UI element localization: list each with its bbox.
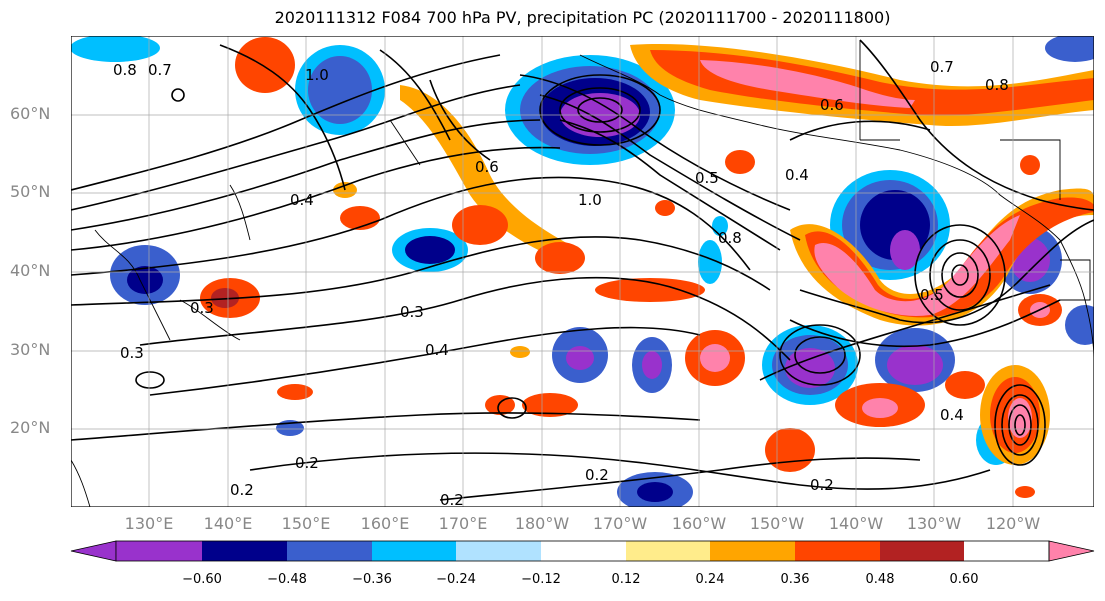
contour-label: 0.3 [190, 299, 214, 317]
contour-label: 0.3 [120, 344, 144, 362]
colorbar-cell [795, 541, 880, 561]
lon-label: 140°E [203, 514, 253, 533]
colorbar-arrow-left [70, 540, 117, 562]
contour-label: 0.3 [400, 303, 424, 321]
contour-label: 0.8 [718, 229, 742, 247]
contour-label: 0.4 [425, 341, 449, 359]
lon-label: 150°E [281, 514, 331, 533]
colorbar-cell [541, 541, 626, 561]
lon-label: 120°W [985, 514, 1041, 533]
colorbar-cell [116, 541, 202, 561]
colorbar-cell [710, 541, 795, 561]
contour-label: 0.8 [113, 61, 137, 79]
lon-label: 160°W [671, 514, 727, 533]
colorbar-tick-label: −0.12 [521, 572, 561, 587]
pv-contours [71, 39, 1094, 501]
colorbar-cell [626, 541, 710, 561]
contour-label: 0.5 [920, 286, 944, 304]
colorbar-cells [116, 541, 964, 561]
colorbar-tick-label: −0.48 [267, 572, 307, 587]
colorbar-cell [880, 541, 964, 561]
map-area: 0.8 0.7 1.0 0.4 0.7 0.8 0.6 0.5 1.0 0.8 … [71, 36, 1094, 509]
contour-label: 1.0 [305, 66, 329, 84]
colorbar-arrow-right [1048, 540, 1095, 562]
colorbar-cell [372, 541, 456, 561]
contour-label: 0.7 [148, 61, 172, 79]
colorbar-tick-label: −0.60 [182, 572, 222, 587]
contour-label: 0.5 [695, 169, 719, 187]
contour-label: 0.2 [440, 491, 464, 509]
lon-label: 170°E [438, 514, 488, 533]
contour-label: 0.2 [585, 466, 609, 484]
colorbar [70, 540, 1095, 562]
colorbar-tick-label: 0.48 [865, 572, 895, 587]
colorbar-tick-label: 0.36 [780, 572, 810, 587]
lon-label: 170°W [592, 514, 648, 533]
colorbar-tick-label: −0.36 [352, 572, 392, 587]
colorbar-frame [115, 540, 1050, 562]
contour-label: 0.8 [985, 76, 1009, 94]
contour-label: 0.6 [475, 158, 499, 176]
lat-label-50n: 50°N [10, 182, 51, 201]
lat-label-40n: 40°N [10, 261, 51, 280]
contour-label: 0.6 [820, 96, 844, 114]
contour-label: 0.2 [295, 454, 319, 472]
colorbar-tick-label: 0.12 [611, 572, 641, 587]
lon-label: 180°W [514, 514, 570, 533]
contour-label: 0.4 [785, 166, 809, 184]
colorbar-tick-label: 0.60 [949, 572, 979, 587]
contour-label: 0.7 [930, 58, 954, 76]
colorbar-tick-label: −0.24 [436, 572, 476, 587]
colorbar-tick-label: 0.24 [695, 572, 725, 587]
contour-label: 0.2 [230, 481, 254, 499]
contour-label: 0.4 [940, 406, 964, 424]
lat-label-30n: 30°N [10, 340, 51, 359]
contour-label: 1.0 [578, 191, 602, 209]
contour-labels: 0.8 0.7 1.0 0.4 0.7 0.8 0.6 0.5 1.0 0.8 … [113, 58, 1009, 509]
lat-label-20n: 20°N [10, 418, 51, 437]
lat-label-60n: 60°N [10, 104, 51, 123]
contour-label: 0.4 [290, 191, 314, 209]
lon-label: 150°W [749, 514, 805, 533]
lon-label: 160°E [360, 514, 410, 533]
gridlines [71, 36, 1094, 507]
lon-label: 130°E [124, 514, 174, 533]
colorbar-cell [202, 541, 287, 561]
colorbar-cell [456, 541, 541, 561]
lon-label: 130°W [906, 514, 962, 533]
map-title: 2020111312 F084 700 hPa PV, precipitatio… [274, 8, 891, 27]
lon-label: 140°W [828, 514, 884, 533]
coastlines [71, 40, 1094, 507]
contour-label: 0.2 [810, 476, 834, 494]
colorbar-cell [287, 541, 372, 561]
